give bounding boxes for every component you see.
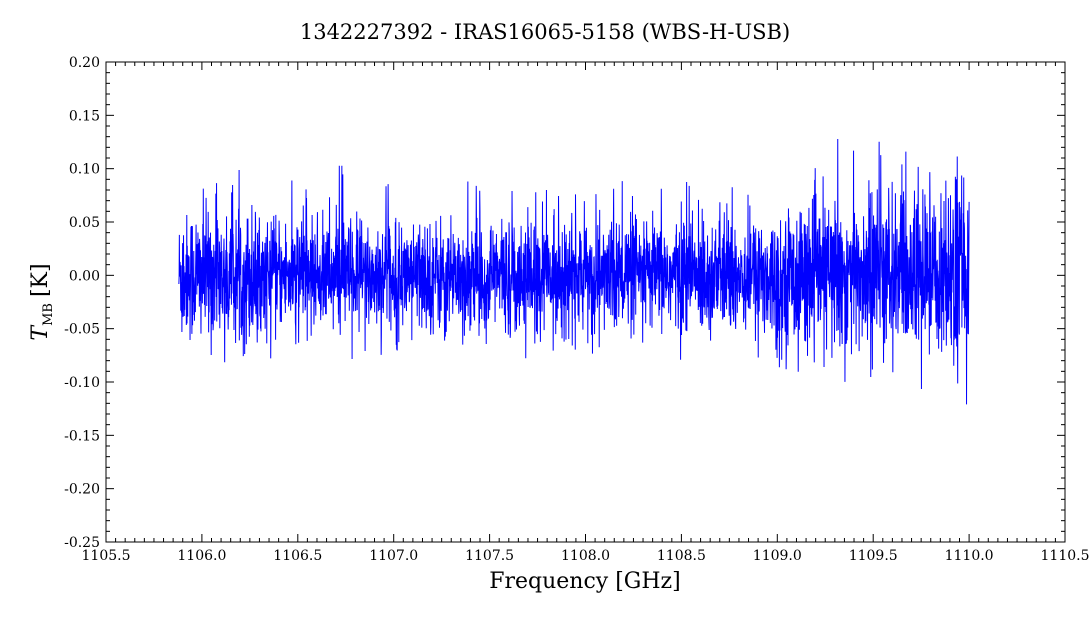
x-tick-label: 1110.5 bbox=[1041, 548, 1090, 564]
x-tick-label: 1109.0 bbox=[753, 548, 802, 564]
y-tick-label: 0.00 bbox=[69, 268, 100, 284]
x-tick-label: 1105.5 bbox=[82, 548, 131, 564]
spectrum-series bbox=[178, 138, 970, 405]
y-tick-label: 0.05 bbox=[69, 215, 100, 231]
spectrum-line bbox=[178, 138, 970, 405]
x-axis-label: Frequency [GHz] bbox=[489, 569, 681, 594]
y-tick-label: -0.20 bbox=[64, 482, 100, 498]
x-tick-label: 1108.0 bbox=[561, 548, 610, 564]
y-tick-label: 0.15 bbox=[69, 108, 100, 124]
y-axis-label: TMB [K] bbox=[28, 263, 56, 340]
y-axis-label-unit: [K] bbox=[28, 263, 53, 297]
chart-title: 1342227392 - IRAS16065-5158 (WBS-H-USB) bbox=[300, 20, 790, 44]
x-tick-label: 1109.5 bbox=[849, 548, 898, 564]
y-axis-label-subscript: MB bbox=[41, 303, 56, 326]
y-tick-label: 0.10 bbox=[69, 162, 100, 178]
x-tick-label: 1106.5 bbox=[273, 548, 322, 564]
x-tick-label: 1108.5 bbox=[657, 548, 706, 564]
y-axis-label-main: T bbox=[28, 324, 53, 341]
y-tick-label: -0.05 bbox=[64, 322, 100, 338]
x-tick-label: 1106.0 bbox=[177, 548, 226, 564]
y-tick-label: -0.25 bbox=[64, 535, 100, 551]
axis-ticks bbox=[105, 61, 1066, 543]
y-tick-label: -0.10 bbox=[64, 375, 100, 391]
y-tick-label: -0.15 bbox=[64, 428, 100, 444]
y-tick-label: 0.20 bbox=[69, 55, 100, 71]
y-tick-labels: -0.25 -0.20 -0.15 -0.10 -0.05 0.00 0.05 0.10 0.1… bbox=[64, 55, 100, 551]
x-tick-label: 1107.5 bbox=[465, 548, 514, 564]
x-tick-label: 1107.0 bbox=[369, 548, 418, 564]
x-tick-label: 1110.0 bbox=[945, 548, 994, 564]
x-tick-labels: 1105.5 1106.0 1106.5 1107.0 1107.5 1108.0 1108… bbox=[82, 548, 1090, 564]
